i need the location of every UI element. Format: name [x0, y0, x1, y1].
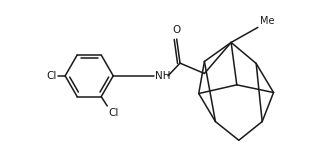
- Text: NH: NH: [155, 71, 171, 81]
- Text: O: O: [173, 25, 181, 35]
- Text: Cl: Cl: [108, 108, 118, 118]
- Text: Cl: Cl: [47, 71, 57, 81]
- Text: Me: Me: [260, 16, 274, 26]
